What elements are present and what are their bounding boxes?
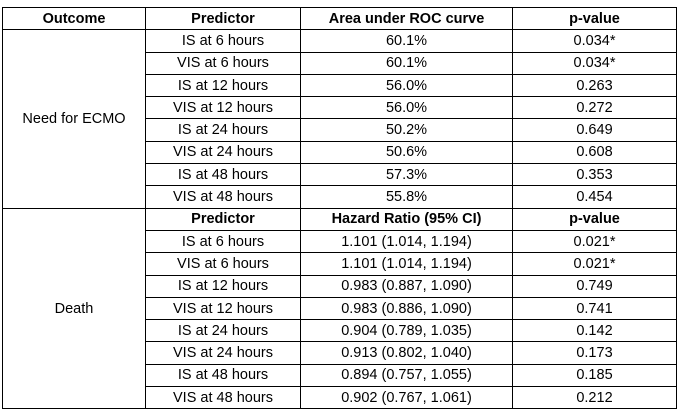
header-predictor: Predictor — [145, 6, 301, 31]
auc-cell: 50.6% — [300, 140, 513, 165]
auc-cell: 55.8% — [300, 185, 513, 209]
ecmo-row: IS at 48 hours 57.3% 0.353 — [3, 163, 677, 187]
auc-cell: 56.0% — [300, 73, 513, 98]
ecmo-row: VIS at 24 hours 50.6% 0.608 — [3, 140, 677, 165]
predictor-cell: IS at 12 hours — [145, 274, 301, 298]
predictor-cell: VIS at 6 hours — [145, 51, 301, 75]
predictor-cell: IS at 6 hours — [145, 29, 301, 53]
pvalue-cell: 0.353 — [512, 163, 677, 187]
predictor-cell: IS at 48 hours — [145, 363, 301, 388]
pvalue-cell: 0.021* — [512, 252, 677, 276]
pvalue-cell: 0.649 — [512, 118, 677, 142]
predictor-cell: VIS at 24 hours — [145, 140, 301, 165]
auc-cell: 60.1% — [300, 51, 513, 75]
pvalue-cell: 0.749 — [512, 274, 677, 298]
death-row: IS at 24 hours 0.904 (0.789, 1.035) 0.142 — [3, 319, 677, 343]
hazard-ratio-cell: 1.101 (1.014, 1.194) — [300, 252, 513, 276]
death-row: VIS at 48 hours 0.902 (0.767, 1.061) 0.212 — [3, 386, 677, 410]
pvalue-cell: 0.034* — [512, 29, 677, 53]
auc-cell: 50.2% — [300, 118, 513, 142]
predictor-cell: VIS at 6 hours — [145, 252, 301, 276]
header-pvalue: p-value — [512, 6, 677, 31]
pvalue-cell: 0.454 — [512, 185, 677, 209]
death-row: IS at 6 hours 1.101 (1.014, 1.194) 0.021* — [3, 229, 677, 254]
hazard-ratio-cell: 0.904 (0.789, 1.035) — [300, 319, 513, 343]
predictor-cell: VIS at 48 hours — [145, 185, 301, 209]
predictor-cell: IS at 48 hours — [145, 163, 301, 187]
hazard-ratio-cell: 0.913 (0.802, 1.040) — [300, 341, 513, 365]
outcome-death-label: Death — [2, 207, 146, 410]
predictor-cell: VIS at 48 hours — [145, 386, 301, 410]
pvalue-cell: 0.272 — [512, 96, 677, 120]
header-row: Outcome Predictor Area under ROC curve p… — [2, 6, 677, 31]
ecmo-row: Need for ECMO IS at 6 hours 60.1% 0.034* — [2, 29, 677, 209]
outcome-ecmo-label: Need for ECMO — [2, 29, 146, 209]
pvalue-cell: 0.741 — [512, 296, 677, 321]
predictor-cell: VIS at 12 hours — [145, 296, 301, 321]
header-auc: Area under ROC curve — [300, 6, 513, 31]
pvalue-cell: 0.142 — [512, 319, 677, 343]
predictor-cell: VIS at 12 hours — [145, 96, 301, 120]
pvalue-cell: 0.608 — [512, 140, 677, 165]
death-row: VIS at 24 hours 0.913 (0.802, 1.040) 0.173 — [3, 341, 677, 365]
subheader-hazard-ratio: Hazard Ratio (95% CI) — [300, 207, 513, 231]
subheader-pvalue: p-value — [512, 207, 677, 231]
death-subheader-row: Death Predictor Hazard Ratio (95% CI) p-val… — [2, 207, 677, 410]
predictor-cell: IS at 6 hours — [145, 229, 301, 254]
ecmo-row: VIS at 48 hours 55.8% 0.454 — [3, 185, 677, 209]
pvalue-cell: 0.212 — [512, 386, 677, 410]
pvalue-cell: 0.021* — [512, 229, 677, 254]
auc-cell: 60.1% — [300, 29, 513, 53]
auc-cell: 56.0% — [300, 96, 513, 120]
pvalue-cell: 0.185 — [512, 363, 677, 388]
predictor-cell: IS at 24 hours — [145, 118, 301, 142]
results-table: Outcome Predictor Area under ROC curve p… — [2, 6, 677, 410]
auc-cell: 57.3% — [300, 163, 513, 187]
hazard-ratio-cell: 0.894 (0.757, 1.055) — [300, 363, 513, 388]
hazard-ratio-cell: 0.983 (0.887, 1.090) — [300, 274, 513, 298]
ecmo-row: IS at 12 hours 56.0% 0.263 — [3, 73, 677, 98]
header-outcome: Outcome — [2, 6, 146, 31]
predictor-cell: IS at 12 hours — [145, 73, 301, 98]
predictor-cell: IS at 24 hours — [145, 319, 301, 343]
hazard-ratio-cell: 1.101 (1.014, 1.194) — [300, 229, 513, 254]
death-row: VIS at 6 hours 1.101 (1.014, 1.194) 0.021* — [3, 252, 677, 276]
ecmo-row: IS at 24 hours 50.2% 0.649 — [3, 118, 677, 142]
subheader-predictor: Predictor — [145, 207, 301, 231]
hazard-ratio-cell: 0.983 (0.886, 1.090) — [300, 296, 513, 321]
hazard-ratio-cell: 0.902 (0.767, 1.061) — [300, 386, 513, 410]
results-table-body: Outcome Predictor Area under ROC curve p… — [2, 6, 677, 410]
pvalue-cell: 0.034* — [512, 51, 677, 75]
predictor-cell: VIS at 24 hours — [145, 341, 301, 365]
pvalue-cell: 0.173 — [512, 341, 677, 365]
pvalue-cell: 0.263 — [512, 73, 677, 98]
